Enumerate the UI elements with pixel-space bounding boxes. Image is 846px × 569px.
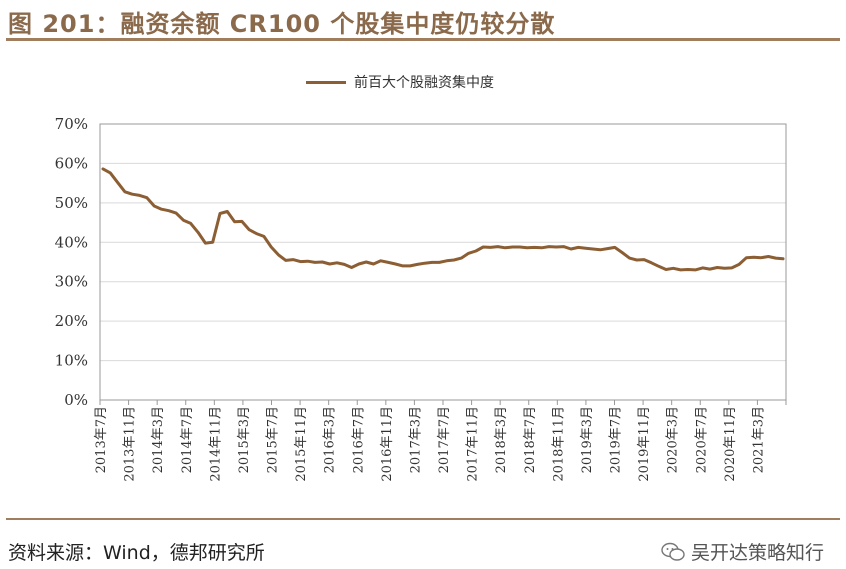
x-tick-label: 2013年11月 <box>123 406 138 482</box>
x-tick-label: 2015年11月 <box>294 406 309 482</box>
y-tick-label: 20% <box>55 312 88 330</box>
x-tick-label: 2017年11月 <box>466 406 481 482</box>
x-tick-label: 2019年3月 <box>580 406 595 473</box>
series-line <box>101 167 785 272</box>
x-tick-label: 2014年7月 <box>180 406 195 473</box>
x-tick-label: 2016年11月 <box>380 406 395 482</box>
y-tick-label: 60% <box>55 154 88 172</box>
x-tick-label: 2015年7月 <box>266 406 281 473</box>
y-tick-label: 50% <box>55 194 88 212</box>
x-tick-label: 2021年3月 <box>751 406 766 473</box>
x-tick-label: 2014年3月 <box>151 406 166 473</box>
x-tick-label: 2016年7月 <box>351 406 366 473</box>
y-tick-label: 10% <box>55 352 88 370</box>
y-tick-label: 40% <box>55 233 88 251</box>
x-tick-label: 2017年7月 <box>437 406 452 473</box>
x-tick-label: 2016年3月 <box>323 406 338 473</box>
y-tick-label: 70% <box>55 115 88 133</box>
chart-legend: 前百大个股融资集中度 <box>306 72 494 92</box>
watermark-text: 吴开达策略知行 <box>690 542 824 564</box>
x-tick-label: 2013年7月 <box>94 406 109 473</box>
top-rule <box>6 38 840 41</box>
legend-label: 前百大个股融资集中度 <box>354 75 494 91</box>
x-tick-label: 2018年7月 <box>523 406 538 473</box>
x-tick-label: 2020年7月 <box>694 406 709 473</box>
legend-swatch <box>306 80 346 84</box>
bottom-rule <box>6 518 840 520</box>
x-tick-label: 2019年7月 <box>609 406 624 473</box>
x-tick-label: 2018年3月 <box>494 406 509 473</box>
x-tick-label: 2014年11月 <box>208 406 223 482</box>
figure-title: 图 201：融资余额 CR100 个股集中度仍较分散 <box>8 10 556 38</box>
x-tick-label: 2015年3月 <box>237 406 252 473</box>
x-tick-label: 2020年3月 <box>666 406 681 473</box>
x-tick-label: 2018年11月 <box>551 406 566 482</box>
source-note: 资料来源：Wind，德邦研究所 <box>8 542 265 564</box>
y-tick-label: 0% <box>64 391 88 409</box>
x-tick-label: 2019年11月 <box>637 406 652 482</box>
watermark: 吴开达策略知行 <box>661 538 824 565</box>
x-tick-label: 2020年11月 <box>723 406 738 482</box>
x-tick-label: 2017年3月 <box>408 406 423 473</box>
y-tick-label: 30% <box>55 273 88 291</box>
wechat-icon <box>661 542 685 561</box>
